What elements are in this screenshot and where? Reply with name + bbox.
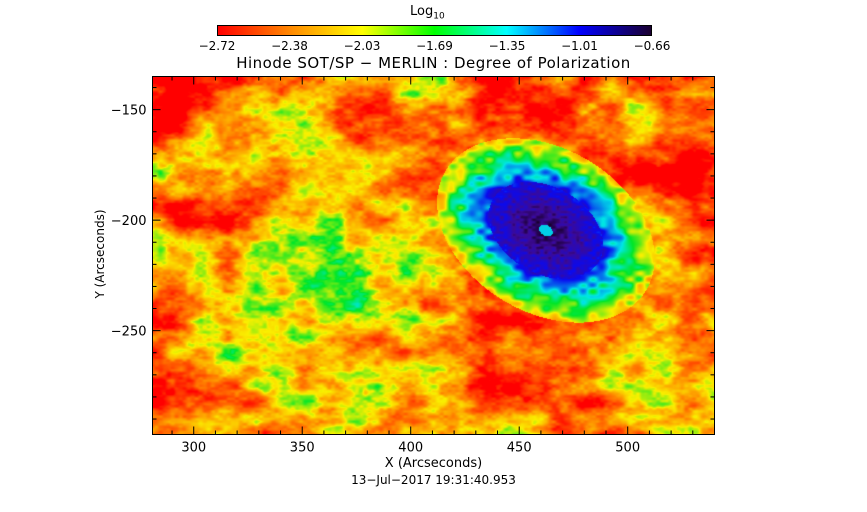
colorbar-tick-label: −1.01 (561, 39, 598, 53)
plot-title: Hinode SOT/SP − MERLIN : Degree of Polar… (236, 54, 631, 72)
x-tick-label: 300 (181, 441, 206, 456)
x-tick-label: 450 (507, 441, 532, 456)
x-tick-label: 350 (290, 441, 315, 456)
colorbar-tick-label: −1.35 (488, 39, 526, 53)
x-axis-label: X (Arcseconds) (384, 456, 483, 471)
y-axis-ticks: −150 −200 −250 (111, 87, 715, 420)
colorbar-title-text: Log (410, 4, 434, 19)
colorbar-tick-label: −1.69 (416, 39, 453, 53)
polarization-map-frame (152, 76, 714, 434)
y-tick-label: −250 (111, 325, 147, 340)
x-tick-label: 400 (398, 441, 423, 456)
colorbar (217, 25, 652, 36)
colorbar-tick-label: −2.03 (343, 39, 381, 53)
x-axis-ticks: 300 350 400 450 500 (171, 76, 715, 456)
polarization-map-image (152, 76, 714, 434)
y-axis-label: Y (Arcseconds) (93, 209, 107, 299)
colorbar-tick-label: −2.72 (198, 39, 236, 53)
observation-timestamp: 13−Jul−2017 19:31:40.953 (351, 473, 516, 487)
x-tick-label: 500 (615, 441, 640, 456)
y-tick-label: −200 (111, 214, 147, 229)
axes-box (152, 76, 715, 435)
colorbar-tick-label: −2.38 (271, 39, 308, 53)
colorbar-title: Log10 (410, 4, 445, 22)
colorbar-title-subscript: 10 (433, 11, 445, 22)
y-tick-label: −150 (111, 104, 147, 119)
colorbar-tick-label: −0.66 (633, 39, 671, 53)
